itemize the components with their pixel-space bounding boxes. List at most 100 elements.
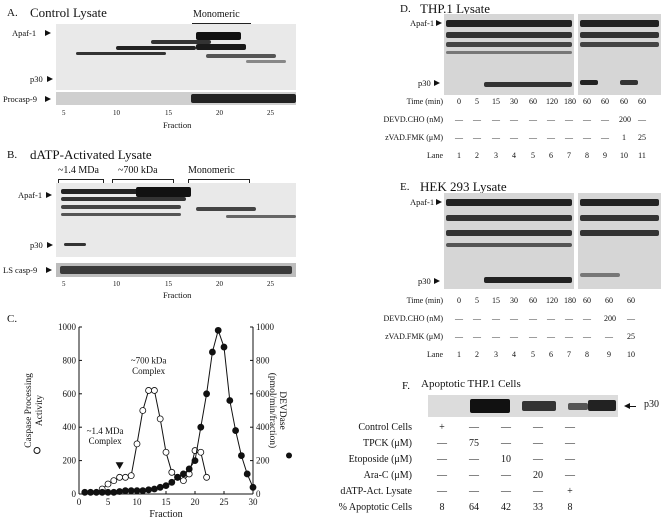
y-right-tick-label: 400 [256,422,270,432]
data-point [93,488,100,496]
annotation-700kda: ~700 kDa [131,356,167,366]
table-cell: 3 [494,350,498,359]
table-cell: 180 [564,296,576,305]
row-label: dATP-Act. Lysate [340,486,412,497]
panel-e-letter: E. [400,181,410,193]
table-cell: — [492,115,500,124]
data-point [139,487,147,495]
table-cell: 180 [564,97,576,106]
x-tick-label: 15 [162,497,172,507]
table-cell: 30 [510,97,518,106]
bracket-1-4mda [58,179,104,184]
annotation-1-4mda: ~1.4 MDa [87,426,124,436]
panel-a-procasp-label: Procasp-9 [3,94,37,104]
panel-e-blot-right [578,193,661,289]
y-left-tick-label: 200 [63,456,77,466]
table-cell: — [529,314,537,323]
data-point [133,440,141,448]
panel-b-xlabel: Fraction [163,290,192,300]
panel-c-letter: C. [7,313,18,325]
table-cell: — [501,422,511,433]
table-cell: 8 [567,502,573,513]
data-point [156,483,164,491]
table-cell: 9 [607,350,611,359]
table-cell: 60 [620,97,628,106]
table-cell: 3 [494,151,498,160]
table-cell: 10 [627,350,635,359]
table-cell: 60 [583,97,591,106]
panel-e-blot-left [444,193,574,289]
panel-b-blot [56,183,296,257]
table-cell: — [583,332,591,341]
table-cell: 25 [638,133,646,142]
bracket-700kda [112,179,174,184]
data-point [127,472,135,480]
y-right-tick-label: 600 [256,389,270,399]
data-point [122,487,129,495]
data-point [110,488,118,496]
arrow-right-icon [47,76,53,82]
x-tick-label: 20 [191,497,201,507]
row-label: % Apoptotic Cells [338,502,412,513]
row-label: TPCK (μM) [363,438,412,449]
panel-e-apaf-label: Apaf-1 [410,197,435,207]
table-cell: 9 [603,151,607,160]
panel-f-blot [428,395,618,417]
table-cell: — [455,314,463,323]
panel-a-apaf-label: Apaf-1 [12,28,37,38]
table-cell: 200 [619,115,631,124]
panel-a-p30-label: p30 [30,74,43,84]
data-point [203,473,211,481]
panel-a-procasp-blot [56,92,296,105]
table-cell: — [473,332,481,341]
x-tick-label: 0 [77,497,82,507]
table-cell: 60 [627,296,635,305]
data-point [145,387,153,394]
panel-d-apaf-label: Apaf-1 [410,18,435,28]
table-cell: — [437,438,447,449]
panel-f-title: Apoptotic THP.1 Cells [421,378,521,390]
table-cell: 20 [533,470,543,481]
data-point [150,387,158,394]
data-point [133,487,141,495]
table-cell: 0 [457,296,461,305]
table-cell: — [565,314,573,323]
table-cell: 4 [512,350,516,359]
data-point [191,457,199,465]
data-point [162,482,170,490]
table-cell: 2 [475,350,479,359]
table-cell: 60 [583,296,591,305]
filled-circle-marker-icon [286,452,292,459]
table-cell: — [533,438,543,449]
row-label: zVAD.FMK (μM) [385,332,443,341]
annotation-1-4mda: Complex [89,436,122,446]
table-cell: — [492,332,500,341]
table-cell: — [583,133,591,142]
table-cell: 10 [501,454,511,465]
row-label: DEVD.CHO (nM) [383,115,443,124]
table-cell: 6 [549,151,553,160]
table-cell: 5 [531,350,535,359]
data-point [243,470,251,478]
table-cell: 5 [531,151,535,160]
series-line-1 [84,328,254,493]
table-cell: — [501,438,511,449]
table-cell: 8 [585,151,589,160]
panel-b-apaf-label: Apaf-1 [18,190,43,200]
panel-a-xlabel: Fraction [163,120,192,130]
data-point [174,473,182,481]
data-point [203,390,211,398]
panel-e-p30-label: p30 [418,276,431,286]
table-cell: — [565,332,573,341]
table-cell: — [473,314,481,323]
table-cell: 1 [457,350,461,359]
table-cell: 0 [457,97,461,106]
data-point [116,488,123,495]
panel-d-blot-right [578,14,661,95]
tick-label: 10 [113,109,120,117]
monomeric-label: Monomeric [193,9,240,20]
table-cell: — [547,314,555,323]
table-cell: — [469,454,479,465]
row-label: Lane [427,350,443,359]
y-left-tick-label: 400 [63,422,77,432]
